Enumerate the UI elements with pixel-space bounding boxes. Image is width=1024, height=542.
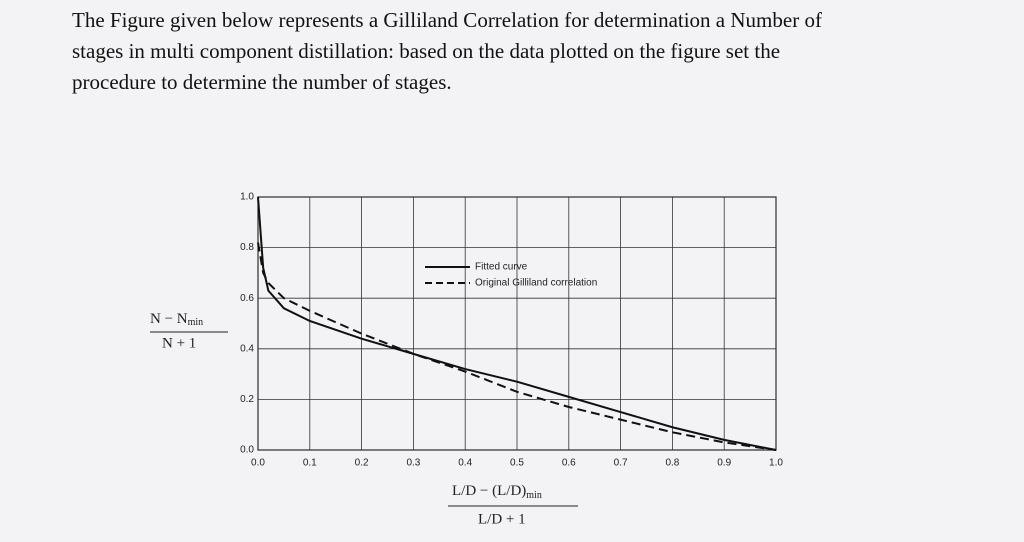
x-label-denominator: L/D + 1 — [478, 511, 526, 527]
y-tick-label: 0.8 — [240, 242, 254, 253]
question-line: The Figure given below represents a Gill… — [72, 8, 822, 32]
x-tick-label: 0.3 — [406, 458, 420, 469]
x-tick-label: 0.8 — [665, 458, 679, 469]
y-tick-label: 0.2 — [240, 394, 254, 405]
y-tick-label: 0.0 — [240, 445, 254, 456]
series-line — [257, 196, 777, 451]
y-tick-label: 1.0 — [240, 192, 254, 203]
x-tick-label: 0.2 — [355, 458, 369, 469]
x-tick-label: 0.4 — [458, 458, 472, 469]
y-label-numerator: N − Nmin — [150, 311, 203, 328]
x-tick-label: 0.5 — [510, 458, 524, 469]
x-tick-label: 0.1 — [303, 458, 317, 469]
x-label-numerator: L/D − (L/D)min — [452, 483, 542, 501]
x-tick-label: 0.7 — [614, 458, 628, 469]
y-tick-label: 0.6 — [240, 293, 254, 304]
x-tick-label: 0.0 — [251, 458, 265, 469]
legend-label: Original Gilliland correlation — [475, 278, 597, 289]
legend-label: Fitted curve — [475, 262, 528, 273]
x-tick-label: 1.0 — [769, 458, 783, 469]
question-line: procedure to determine the number of sta… — [72, 70, 452, 94]
series-line — [257, 242, 777, 451]
x-tick-label: 0.6 — [562, 458, 576, 469]
question-line: stages in multi component distillation: … — [72, 39, 780, 63]
y-label-denominator: N + 1 — [162, 335, 196, 351]
x-tick-label: 0.9 — [717, 458, 731, 469]
y-tick-label: 0.4 — [240, 343, 254, 354]
